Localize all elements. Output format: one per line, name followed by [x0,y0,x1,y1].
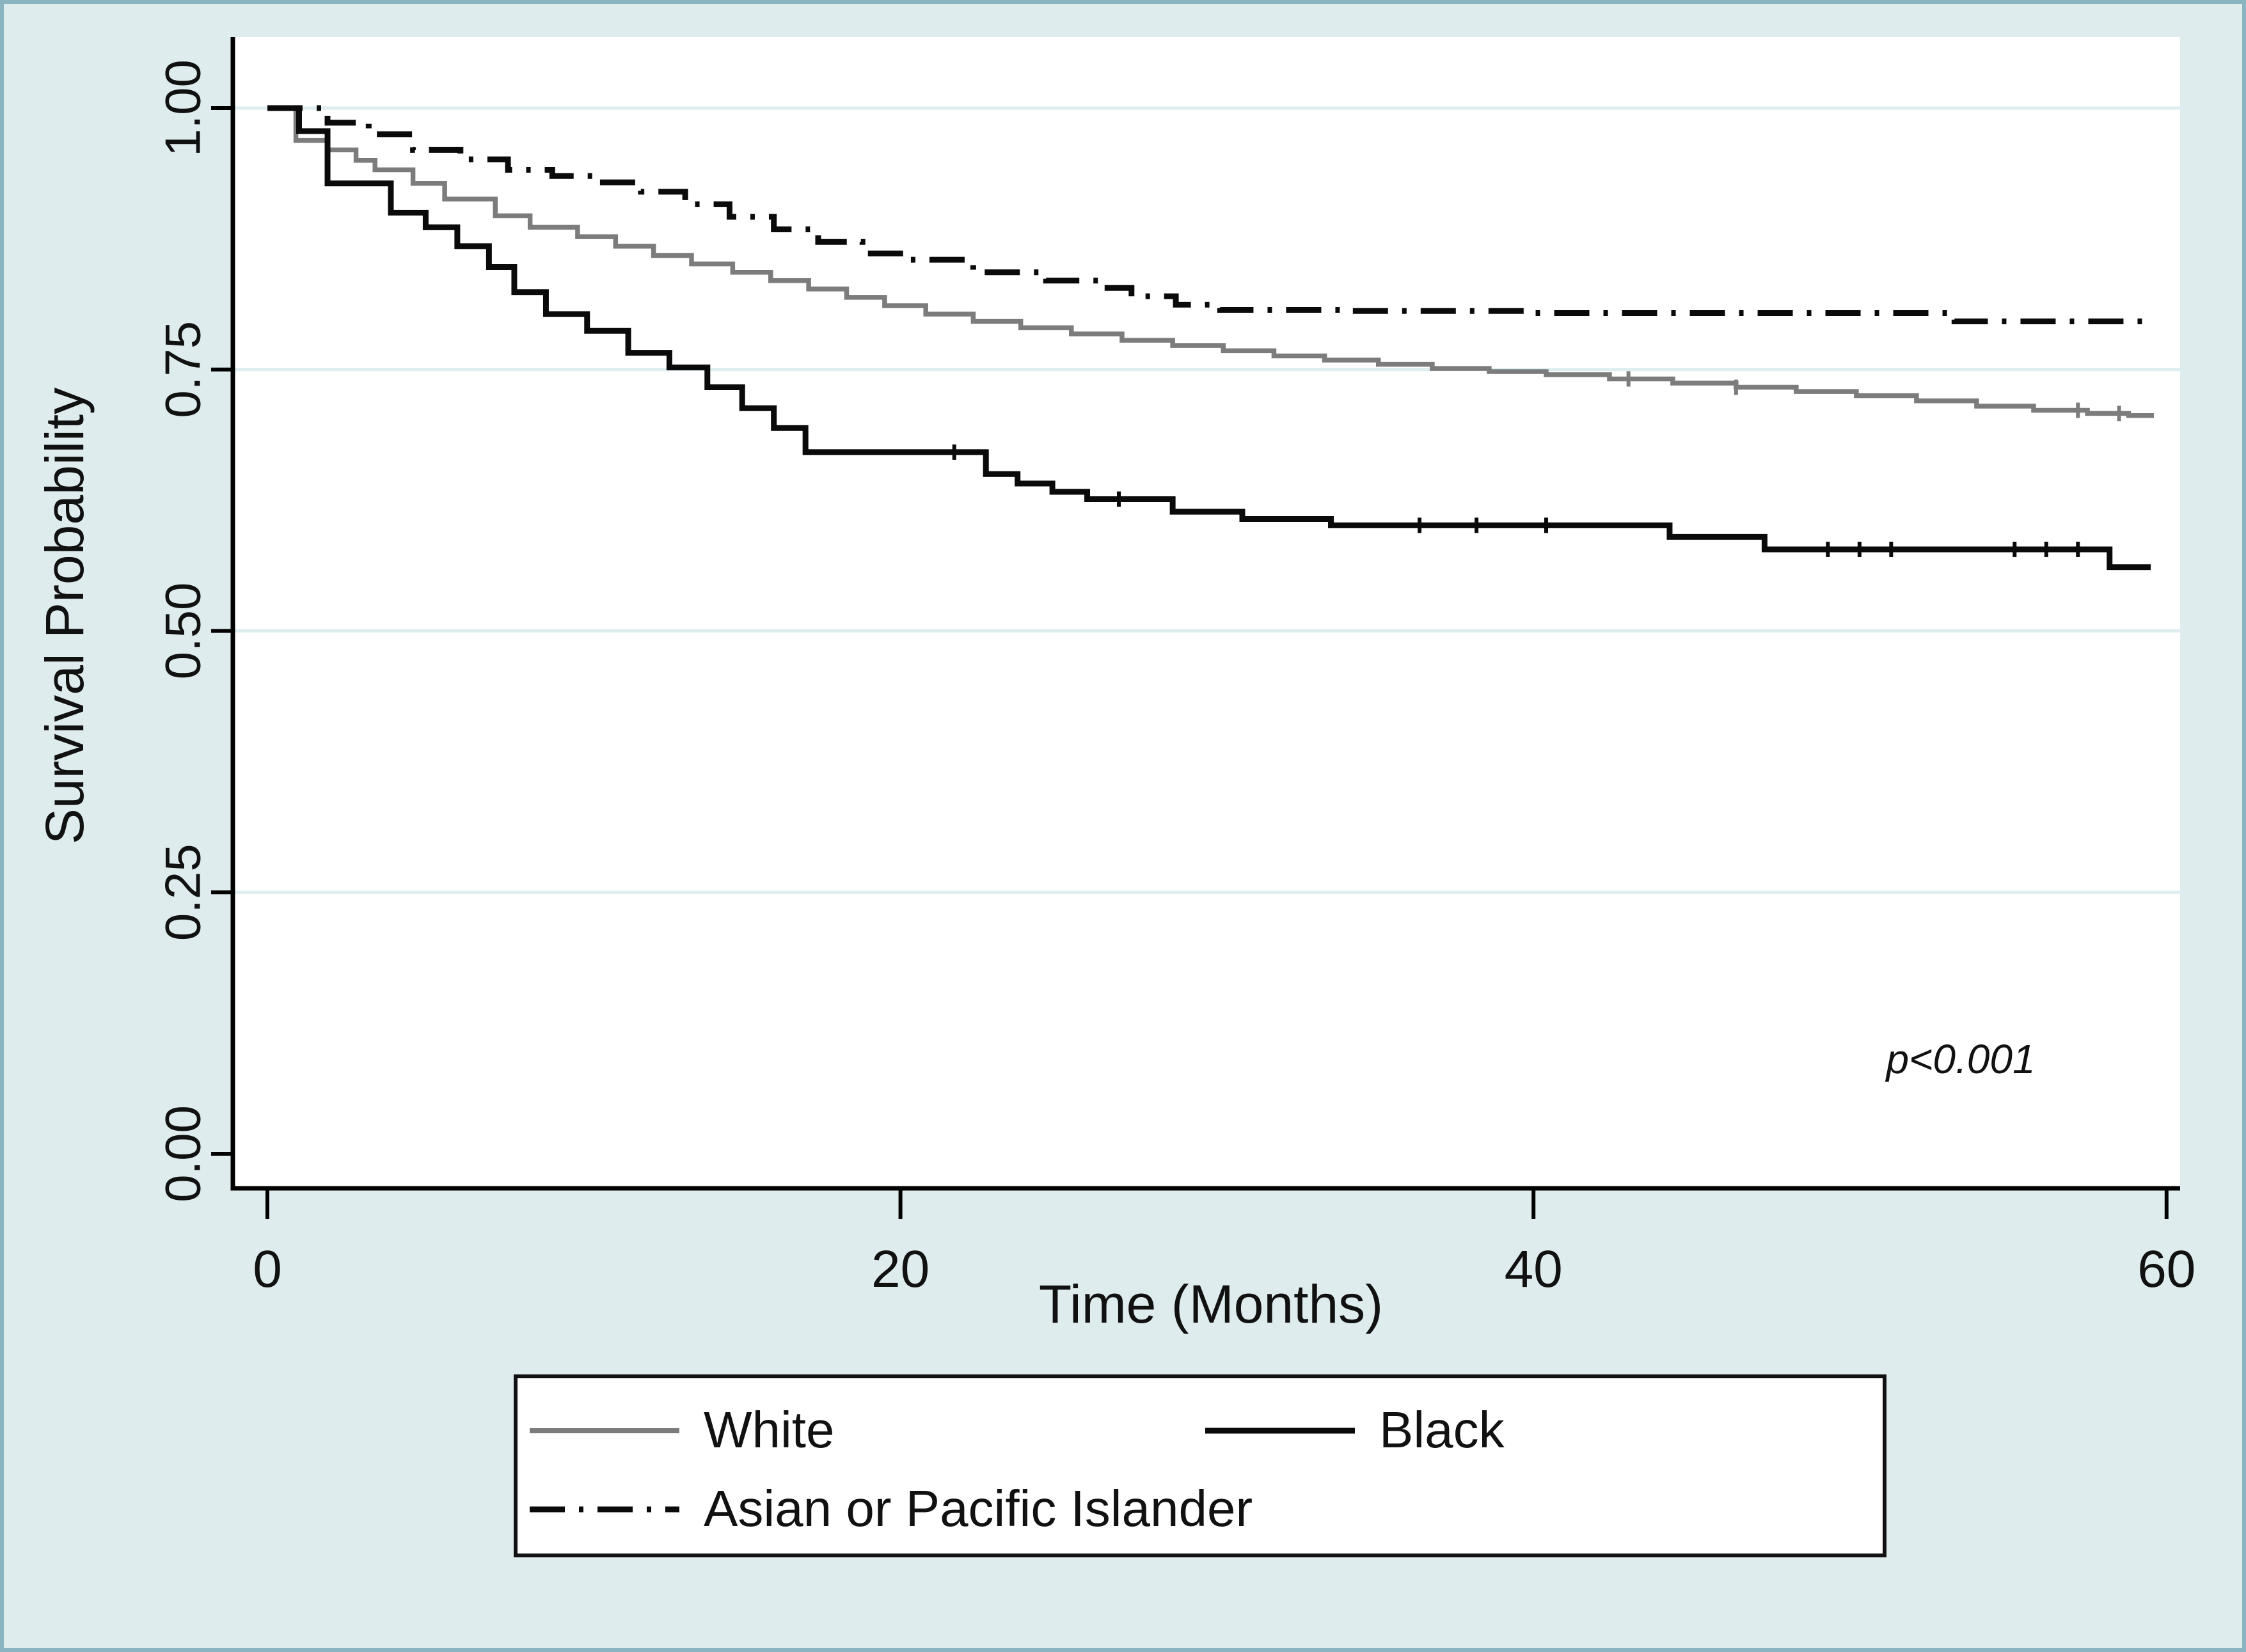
y-tick-label-0.75: 0.75 [155,321,211,418]
curve-white [267,106,2155,418]
y-axis-ticks: 0.00 0.25 0.50 0.75 1.00 [155,59,232,1202]
legend-box [514,1374,1886,1557]
y-tick-label-0.25: 0.25 [155,844,211,941]
x-axis-title: Time (Months) [1039,1274,1383,1334]
x-tick-label-40: 40 [1505,1240,1563,1298]
p-value-annotation: p<0.001 [1885,1036,2035,1082]
survival-curves [267,105,2155,570]
x-tick-label-20: 20 [871,1240,929,1298]
gridlines [233,106,2180,894]
y-tick-label-1.00: 1.00 [155,59,211,157]
legend-label-white: White [704,1401,835,1458]
axes: 0.00 0.25 0.50 0.75 1.00 0 20 40 60 [155,37,2195,1298]
plot-area [233,37,2180,1188]
curve-asian-or-pacific-islander [267,105,2145,325]
curve-black [267,105,2151,570]
legend-label-black: Black [1379,1401,1505,1458]
legend: White Black Asian or Pacific Islander [514,1374,1886,1557]
x-axis-ticks: 0 20 40 60 [253,1190,2195,1298]
x-tick-label-60: 60 [2137,1240,2195,1298]
y-axis-title: Survival Probability [35,388,95,844]
legend-label-asian: Asian or Pacific Islander [704,1480,1253,1537]
y-tick-label-0.00: 0.00 [155,1105,211,1202]
x-tick-label-0: 0 [253,1240,282,1298]
y-tick-label-0.50: 0.50 [155,583,211,680]
